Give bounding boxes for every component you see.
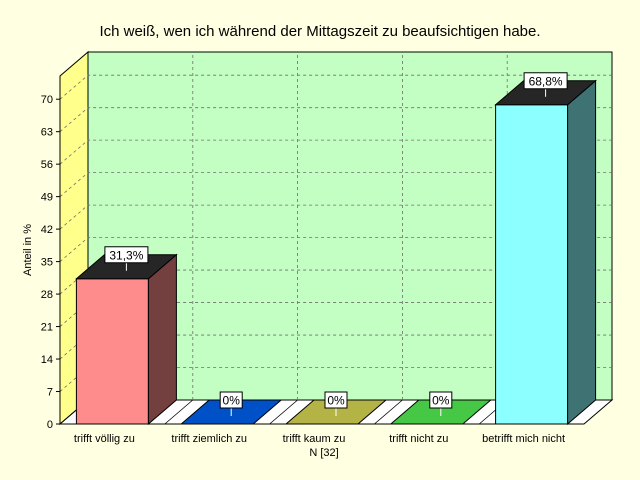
y-tick-label: 70 [41,94,53,106]
bar-front [495,104,569,425]
y-tick-label: 14 [41,354,53,366]
bar: 31,3% trifft völlig zu [74,246,178,445]
bar-side [567,79,597,426]
bar: 0% trifft nicht zu [389,391,493,445]
y-tick-label: 28 [41,289,53,301]
bar-side [147,253,177,426]
y-tick-label: 63 [41,127,53,139]
data-label-box [324,391,348,409]
floor-divider [374,399,403,425]
sample-size-note: N [32] [309,447,338,459]
y-tick-label: 0 [47,419,53,431]
bar-front [75,278,149,425]
gridline [59,139,612,165]
bars: 31,3% trifft völlig zu 0% trifft ziemlich z… [74,72,597,445]
gridline [59,107,612,132]
gridline [59,237,612,262]
data-label: 0% [223,394,241,408]
bar: 68,8% betrifft mich nicht [482,72,597,445]
data-label-box [523,72,568,90]
category-label: trifft ziemlich zu [171,433,247,445]
category-label: betrifft mich nicht [482,433,565,445]
floor-divider [164,399,194,425]
data-label-box [429,391,453,409]
gridline [59,74,612,100]
floor-divider [269,399,298,425]
gridline [59,172,612,197]
y-tick-label: 7 [47,387,53,399]
y-axis: 0 7 14 21 28 35 42 49 56 63 70 [41,76,61,431]
data-label: 0% [327,394,345,408]
category-label: trifft völlig zu [74,433,135,445]
data-label: 0% [432,394,450,408]
y-tick-label: 42 [41,224,53,236]
category-label: trifft kaum zu [283,433,346,445]
chart-title: Ich weiß, wen ich während der Mittagszei… [99,23,540,40]
gridline [59,204,612,230]
data-label-box [104,246,149,264]
y-axis-label: Anteil in % [22,224,34,276]
bar: 0% trifft kaum zu [283,391,388,445]
y-tick-label: 21 [41,322,53,334]
data-label-box [219,391,243,409]
y-tick-label: 56 [41,159,53,171]
data-label: 68,8% [529,74,563,88]
y-tick-label: 35 [41,257,53,269]
bar: 0% trifft ziemlich zu [171,391,283,445]
category-label: trifft nicht zu [389,433,448,445]
y-tick-label: 49 [41,192,53,204]
data-label: 31,3% [109,248,143,262]
